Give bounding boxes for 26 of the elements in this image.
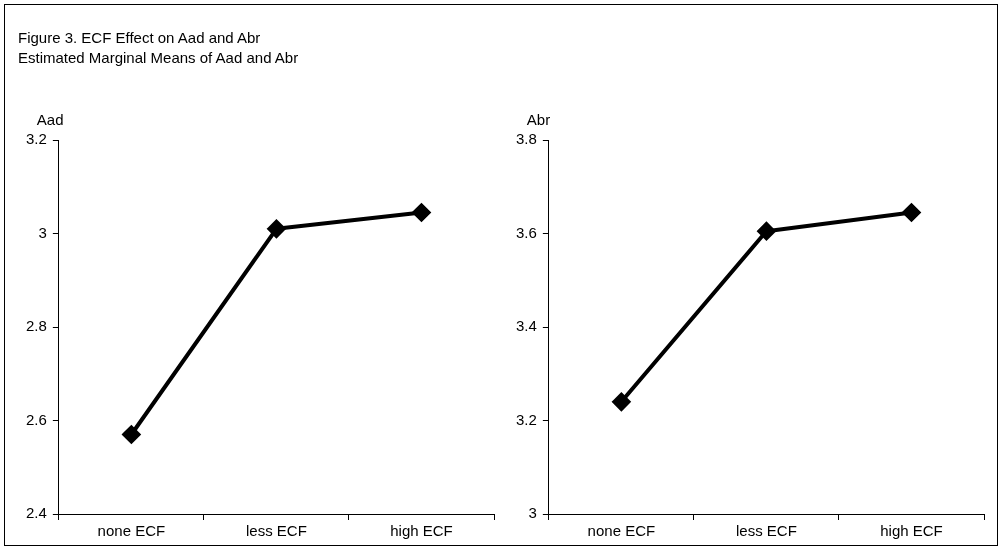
- point: [902, 203, 921, 222]
- chart-subtitle: Estimated Marginal Means of Aad and Abr: [18, 48, 299, 68]
- y-tick-label: 3.2: [515, 410, 537, 428]
- point: [267, 219, 286, 238]
- y-tick-label: 3.2: [25, 130, 47, 148]
- y-axis-title: Abr: [526, 110, 551, 128]
- y-axis-title: Aad: [36, 110, 64, 128]
- y-tick-label: 2.6: [25, 410, 47, 428]
- point: [757, 222, 776, 241]
- x-tick-label: less ECF: [246, 522, 307, 540]
- point: [612, 392, 631, 411]
- y-tick-label: 2.4: [25, 504, 47, 522]
- x-tick-label: less ECF: [736, 522, 797, 540]
- y-tick-label: 3.6: [515, 223, 537, 241]
- y-tick-label: 2.8: [25, 317, 47, 335]
- x-tick-label: none ECF: [97, 522, 166, 540]
- chart-title: Figure 3. ECF Effect on Aad and Abr: [18, 28, 262, 48]
- x-tick-label: high ECF: [390, 522, 453, 540]
- point: [122, 425, 141, 444]
- y-tick-label: 3: [528, 504, 537, 522]
- y-tick-label: 3.4: [515, 317, 537, 335]
- x-tick-label: none ECF: [587, 522, 656, 540]
- y-tick-label: 3: [38, 223, 47, 241]
- y-tick-label: 3.8: [515, 130, 537, 148]
- x-tick-label: high ECF: [880, 522, 943, 540]
- point: [412, 203, 431, 222]
